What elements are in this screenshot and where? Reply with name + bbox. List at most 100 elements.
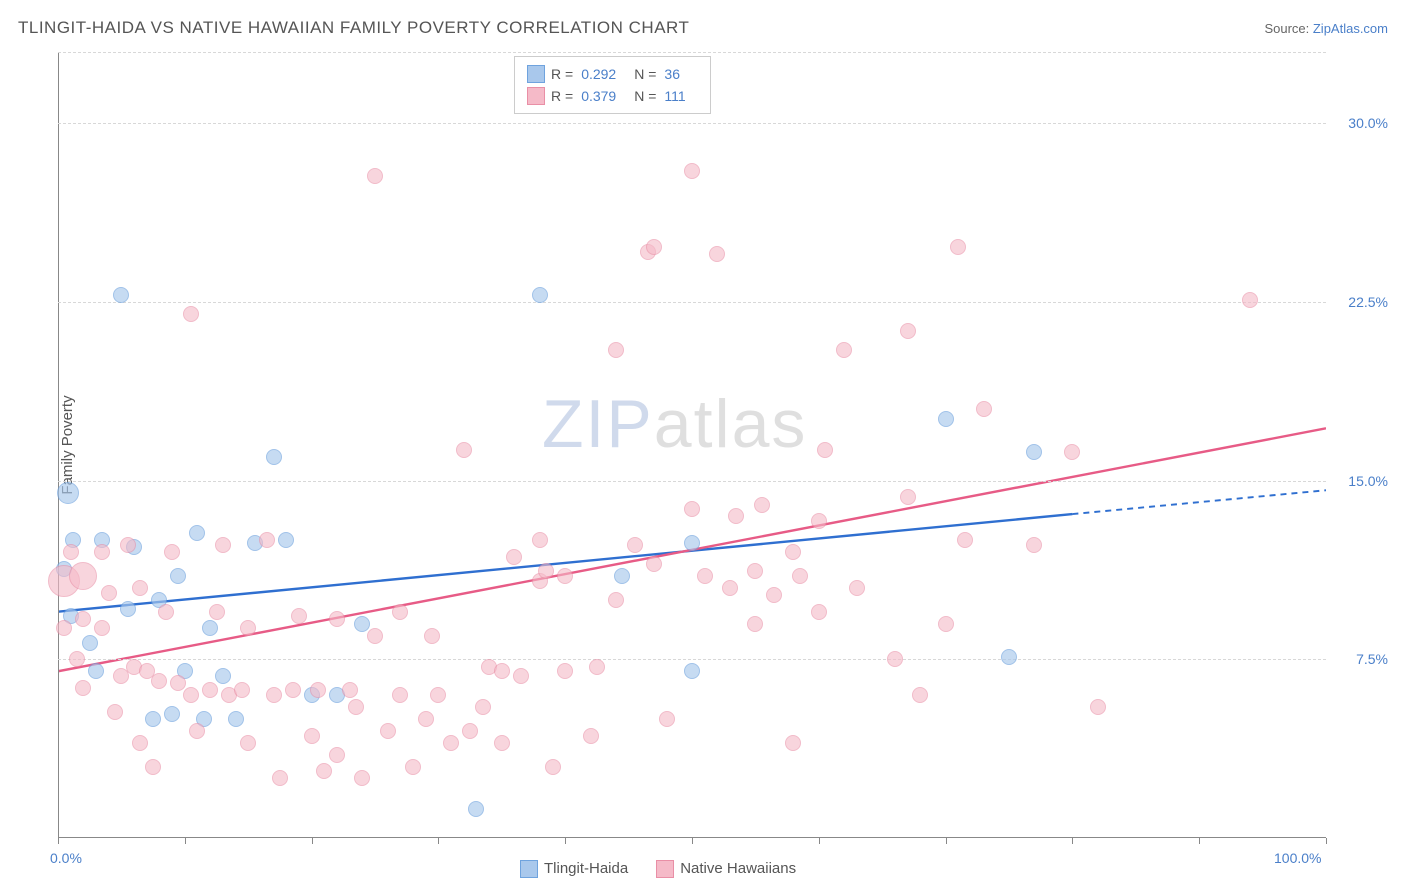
data-point-hawaiian xyxy=(234,682,250,698)
data-point-hawaiian xyxy=(132,735,148,751)
data-point-hawaiian xyxy=(659,711,675,727)
data-point-hawaiian xyxy=(183,687,199,703)
data-point-hawaiian xyxy=(557,568,573,584)
x-tick xyxy=(1326,838,1327,844)
data-point-hawaiian xyxy=(976,401,992,417)
source-attribution: Source: ZipAtlas.com xyxy=(1264,21,1388,36)
data-point-hawaiian xyxy=(69,651,85,667)
data-point-hawaiian xyxy=(627,537,643,553)
x-tick xyxy=(185,838,186,844)
legend-swatch xyxy=(527,65,545,83)
data-point-hawaiian xyxy=(785,735,801,751)
stats-row-hawaiian: R =0.379N =111 xyxy=(527,85,698,107)
data-point-hawaiian xyxy=(475,699,491,715)
data-point-hawaiian xyxy=(75,611,91,627)
data-point-hawaiian xyxy=(170,675,186,691)
data-point-tlingit xyxy=(189,525,205,541)
data-point-hawaiian xyxy=(240,620,256,636)
data-point-hawaiian xyxy=(56,620,72,636)
data-point-hawaiian xyxy=(69,562,97,590)
data-point-hawaiian xyxy=(900,489,916,505)
legend-label: Native Hawaiians xyxy=(680,858,796,880)
legend-swatch xyxy=(656,860,674,878)
chart-header: TLINGIT-HAIDA VS NATIVE HAWAIIAN FAMILY … xyxy=(18,18,1388,38)
n-value: 111 xyxy=(664,85,685,107)
data-point-tlingit xyxy=(145,711,161,727)
data-point-hawaiian xyxy=(1026,537,1042,553)
legend-label: Tlingit-Haida xyxy=(544,858,628,880)
data-point-hawaiian xyxy=(132,580,148,596)
data-point-hawaiian xyxy=(957,532,973,548)
x-tick xyxy=(1199,838,1200,844)
data-point-hawaiian xyxy=(811,604,827,620)
data-point-hawaiian xyxy=(785,544,801,560)
y-tick-label: 15.0% xyxy=(1348,473,1388,489)
data-point-hawaiian xyxy=(817,442,833,458)
x-tick-label: 100.0% xyxy=(1274,850,1321,866)
data-point-hawaiian xyxy=(646,239,662,255)
data-point-tlingit xyxy=(938,411,954,427)
data-point-hawaiian xyxy=(202,682,218,698)
data-point-hawaiian xyxy=(209,604,225,620)
watermark: ZIPatlas xyxy=(542,385,807,463)
data-point-hawaiian xyxy=(405,759,421,775)
data-point-hawaiian xyxy=(506,549,522,565)
data-point-hawaiian xyxy=(189,723,205,739)
data-point-hawaiian xyxy=(912,687,928,703)
data-point-hawaiian xyxy=(272,770,288,786)
data-point-tlingit xyxy=(170,568,186,584)
data-point-hawaiian xyxy=(545,759,561,775)
data-point-hawaiian xyxy=(75,680,91,696)
legend-swatch xyxy=(527,87,545,105)
gridline xyxy=(58,52,1326,53)
data-point-tlingit xyxy=(278,532,294,548)
data-point-hawaiian xyxy=(63,544,79,560)
x-tick xyxy=(565,838,566,844)
stats-row-tlingit: R =0.292N =36 xyxy=(527,63,698,85)
data-point-hawaiian xyxy=(392,687,408,703)
data-point-tlingit xyxy=(228,711,244,727)
data-point-tlingit xyxy=(88,663,104,679)
r-value: 0.292 xyxy=(581,63,616,85)
legend-swatch xyxy=(520,860,538,878)
data-point-tlingit xyxy=(215,668,231,684)
source-link[interactable]: ZipAtlas.com xyxy=(1313,21,1388,36)
data-point-hawaiian xyxy=(101,585,117,601)
data-point-hawaiian xyxy=(304,728,320,744)
data-point-hawaiian xyxy=(456,442,472,458)
data-point-hawaiian xyxy=(329,747,345,763)
data-point-hawaiian xyxy=(348,699,364,715)
data-point-hawaiian xyxy=(811,513,827,529)
data-point-tlingit xyxy=(82,635,98,651)
data-point-hawaiian xyxy=(120,537,136,553)
data-point-hawaiian xyxy=(380,723,396,739)
series-legend: Tlingit-Haida Native Hawaiians xyxy=(520,858,796,880)
r-value: 0.379 xyxy=(581,85,616,107)
data-point-hawaiian xyxy=(392,604,408,620)
data-point-hawaiian xyxy=(418,711,434,727)
data-point-hawaiian xyxy=(938,616,954,632)
data-point-hawaiian xyxy=(900,323,916,339)
data-point-hawaiian xyxy=(259,532,275,548)
x-tick xyxy=(312,838,313,844)
data-point-hawaiian xyxy=(291,608,307,624)
data-point-hawaiian xyxy=(608,342,624,358)
chart-title: TLINGIT-HAIDA VS NATIVE HAWAIIAN FAMILY … xyxy=(18,18,689,38)
stats-legend: R =0.292N =36R =0.379N =111 xyxy=(514,56,711,114)
gridline xyxy=(58,123,1326,124)
y-axis-label: Family Poverty xyxy=(59,395,76,494)
data-point-tlingit xyxy=(354,616,370,632)
data-point-tlingit xyxy=(532,287,548,303)
data-point-hawaiian xyxy=(608,592,624,608)
data-point-tlingit xyxy=(202,620,218,636)
x-tick-label: 0.0% xyxy=(50,850,82,866)
data-point-hawaiian xyxy=(557,663,573,679)
data-point-hawaiian xyxy=(342,682,358,698)
data-point-hawaiian xyxy=(747,563,763,579)
data-point-hawaiian xyxy=(754,497,770,513)
data-point-hawaiian xyxy=(684,501,700,517)
data-point-hawaiian xyxy=(1064,444,1080,460)
trendline-tlingit xyxy=(58,514,1072,612)
gridline xyxy=(58,481,1326,482)
data-point-tlingit xyxy=(468,801,484,817)
